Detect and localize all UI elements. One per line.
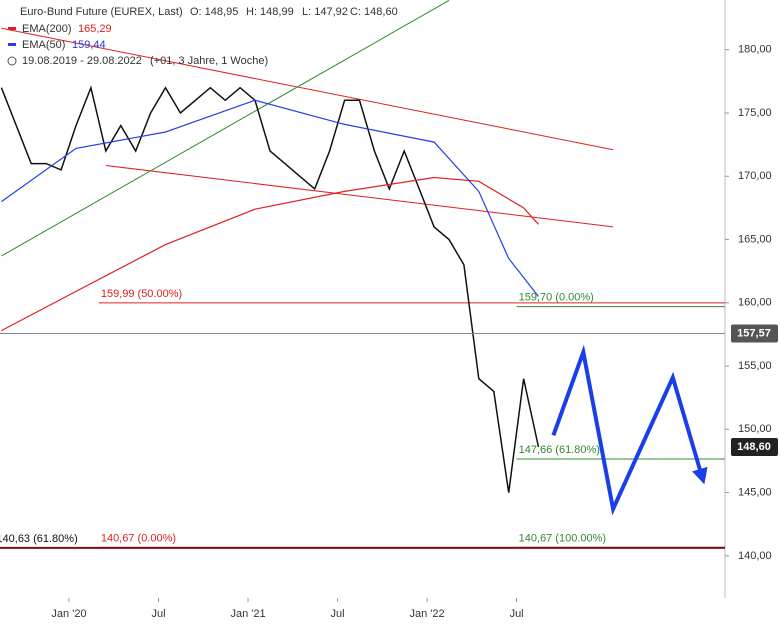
ohlc-high: H: 148,99 (246, 6, 294, 18)
y-tick-label: 160,00 (738, 297, 772, 309)
subtitle: 19.08.2019 - 29.08.2022 (22, 55, 142, 67)
y-tick-label: 140,00 (738, 550, 772, 562)
y-tick-label: 165,00 (738, 233, 772, 245)
trendline (1, 0, 450, 257)
fib-label: 159,70 (0.00%) (519, 291, 594, 303)
y-tick-label: 170,00 (738, 170, 772, 182)
legend-label: EMA(50) (22, 39, 65, 51)
fib-label: 159,99 (50.00%) (101, 288, 182, 300)
x-tick-label: Jan '20 (51, 608, 86, 620)
legend-swatch (8, 27, 16, 30)
legend-swatch (8, 43, 16, 46)
x-tick-label: Jan '22 (410, 608, 445, 620)
y-tick-label: 175,00 (738, 107, 772, 119)
series-line (1, 99, 539, 297)
legend-label: EMA(200) (22, 23, 72, 35)
period-note: (+01, 3 Jahre, 1 Woche) (150, 55, 268, 67)
legend: Euro-Bund Future (EUREX, Last) O: 148,95… (7, 6, 398, 67)
y-tick-label: 180,00 (738, 44, 772, 56)
trendline (105, 165, 614, 228)
price-box (731, 438, 778, 457)
arrow-head (692, 466, 708, 485)
y-tick-label: 150,00 (738, 423, 772, 435)
series-line (0, 85, 540, 493)
clock-icon (7, 56, 17, 66)
series-line (1, 176, 539, 332)
legend-value: 165,29 (78, 23, 112, 35)
fib-label: 140,67 (0.00%) (101, 532, 176, 544)
y-tick-label: 155,00 (738, 360, 772, 372)
price-box (731, 324, 778, 343)
fib-label: 140,63 (61.80%) (0, 533, 78, 545)
fib-label: 147,66 (61.80%) (519, 444, 600, 456)
price-label: 148,60 (737, 441, 771, 453)
x-tick-label: Jul (331, 608, 345, 620)
ohlc-open: O: 148,95 (190, 6, 238, 18)
chart-title: Euro-Bund Future (EUREX, Last) (20, 6, 183, 18)
x-tick-label: Jan '21 (230, 608, 265, 620)
fib-label: 140,67 (100.00%) (519, 532, 606, 544)
x-tick-label: Jul (510, 608, 524, 620)
legend-value: 159,44 (72, 39, 106, 51)
price-label: 157,57 (737, 327, 771, 339)
y-tick-label: 145,00 (738, 487, 772, 499)
trendline (1, 27, 614, 151)
projection-line (551, 344, 705, 516)
ohlc-low: L: 147,92 (302, 6, 348, 18)
ohlc-close: C: 148,60 (350, 6, 398, 18)
x-tick-label: Jul (151, 608, 165, 620)
